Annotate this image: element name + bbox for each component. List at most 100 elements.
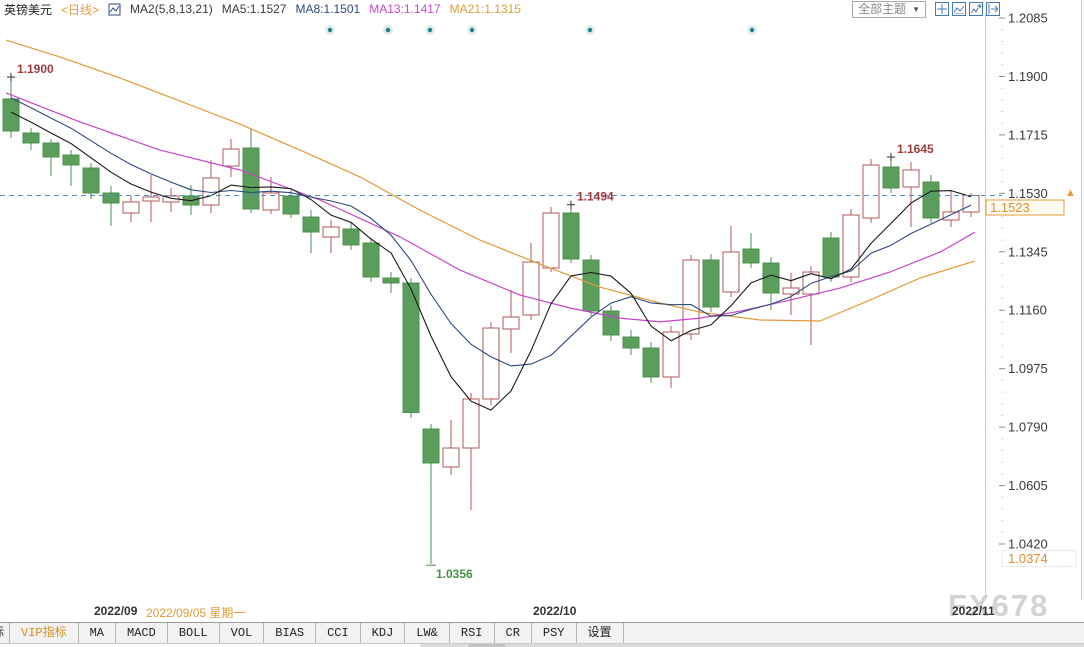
- tab-CR[interactable]: CR: [495, 623, 532, 643]
- export-panel-icon[interactable]: [986, 2, 1000, 16]
- candle-46[interactable]: [922, 181, 940, 219]
- svg-text:1.2085: 1.2085: [1008, 11, 1048, 26]
- gridlines: [0, 17, 985, 545]
- tab-VOL[interactable]: VOL: [220, 623, 265, 643]
- chart-toolbar: [935, 2, 1000, 16]
- candle-5[interactable]: [102, 192, 120, 204]
- tab-RSI[interactable]: RSI: [450, 623, 495, 643]
- candle-2[interactable]: [42, 142, 60, 158]
- candle-41[interactable]: [822, 237, 840, 278]
- crosshair-icon[interactable]: [935, 2, 949, 16]
- ma8-line: [10, 97, 972, 367]
- candle-16[interactable]: [322, 226, 340, 238]
- ma21-value: MA21:1.1315: [449, 2, 521, 16]
- tab-PSY[interactable]: PSY: [532, 623, 577, 643]
- candlestick-chart-svg[interactable]: 1.1900 1.1494 1.1645 1.0356 1.2085 1.1900 1.17…: [0, 0, 1084, 600]
- price-annotations: 1.1900 1.1494 1.1645 1.0356: [7, 62, 934, 581]
- tab-KDJ[interactable]: KDJ: [361, 623, 406, 643]
- svg-text:1.1523: 1.1523: [990, 200, 1030, 215]
- candle-35[interactable]: [702, 259, 720, 308]
- scroll-right-icon[interactable]: [969, 2, 983, 16]
- candle-45[interactable]: [902, 169, 920, 188]
- theme-dropdown[interactable]: 全部主题 ▼: [852, 0, 926, 18]
- candle-11[interactable]: [222, 148, 240, 167]
- candle-7[interactable]: [142, 196, 160, 202]
- candle-44[interactable]: [882, 166, 900, 189]
- tab-LW[interactable]: LW&: [405, 623, 450, 643]
- candle-37[interactable]: [742, 248, 760, 264]
- tab-MACD[interactable]: MACD: [116, 623, 168, 643]
- tab-MA[interactable]: MA: [79, 623, 117, 643]
- candle-0[interactable]: [2, 98, 20, 132]
- x-axis-label-selected-date: 2022/09/05 星期一: [146, 606, 246, 620]
- kline-panel-icon[interactable]: [952, 2, 966, 16]
- tab-BIAS[interactable]: BIAS: [264, 623, 317, 643]
- candle-21[interactable]: [422, 428, 440, 464]
- candle-28[interactable]: [562, 212, 580, 260]
- current-price-tag: 1.1523 ▲: [985, 187, 1076, 216]
- candle-14[interactable]: [282, 195, 300, 215]
- candle-32[interactable]: [642, 347, 660, 378]
- candle-3[interactable]: [62, 154, 80, 166]
- candle-15[interactable]: [302, 216, 320, 233]
- candle-12[interactable]: [242, 147, 260, 210]
- tab-BOLL[interactable]: BOLL: [168, 623, 220, 643]
- svg-text:1.1645: 1.1645: [897, 142, 934, 156]
- kline-legend-icon: [108, 3, 121, 16]
- candle-34[interactable]: [682, 259, 700, 335]
- tab-clipped[interactable]: 标: [0, 623, 10, 643]
- x-axis-label-month3: 2022/11: [952, 604, 995, 618]
- candle-20[interactable]: [402, 282, 420, 413]
- candle-19[interactable]: [382, 277, 400, 284]
- price-up-arrow-icon: ▲: [1065, 187, 1076, 199]
- candle-38[interactable]: [762, 262, 780, 294]
- tab-CCI[interactable]: CCI: [316, 623, 361, 643]
- tab-[interactable]: 设置: [577, 623, 624, 643]
- candle-13[interactable]: [262, 192, 280, 211]
- indicator-tabbar: 标 VIP指标MAMACDBOLLVOLBIASCCIKDJLW&RSICRPS…: [0, 622, 1084, 644]
- candle-27[interactable]: [542, 212, 560, 269]
- tab-VIP[interactable]: VIP指标: [10, 623, 79, 643]
- candle-43[interactable]: [862, 164, 880, 219]
- svg-text:1.0790: 1.0790: [1008, 420, 1048, 435]
- svg-text:1.1715: 1.1715: [1008, 127, 1048, 142]
- candle-33[interactable]: [662, 331, 680, 378]
- ma8-value: MA8:1.1501: [295, 2, 361, 16]
- x-axis-row: FX678 2022/09 2022/09/05 星期一 2022/10 202…: [0, 588, 1084, 623]
- candle-25[interactable]: [502, 316, 520, 330]
- svg-text:1.0374: 1.0374: [1008, 551, 1048, 566]
- taskbar-button-edge: [468, 644, 506, 647]
- ma21-line: [5, 39, 976, 322]
- candle-42[interactable]: [842, 214, 860, 278]
- symbol-name: 英镑美元: [4, 2, 53, 17]
- candle-24[interactable]: [482, 327, 500, 400]
- y-axis: 1.2085 1.1900 1.1715 1.1530 1.1345 1.1160 1.09…: [985, 0, 1082, 600]
- candle-6[interactable]: [122, 201, 140, 214]
- candle-36[interactable]: [722, 251, 740, 293]
- chevron-down-icon: ▼: [912, 4, 920, 14]
- candle-23[interactable]: [462, 398, 480, 449]
- candle-4[interactable]: [82, 167, 100, 194]
- candle-26[interactable]: [522, 261, 540, 316]
- candle-series: [2, 77, 980, 565]
- candlestick-chart[interactable]: 1.1900 1.1494 1.1645 1.0356 1.2085 1.1900 1.17…: [0, 0, 1084, 600]
- candle-31[interactable]: [622, 336, 640, 349]
- ma5-line: [10, 111, 972, 411]
- candle-17[interactable]: [342, 228, 360, 246]
- svg-text:1.1345: 1.1345: [1008, 244, 1048, 259]
- ma5-value: MA5:1.1527: [221, 2, 287, 16]
- candle-18[interactable]: [362, 242, 380, 278]
- candle-22[interactable]: [442, 447, 460, 468]
- period-label: <日线>: [61, 2, 100, 17]
- svg-text:1.1494: 1.1494: [577, 190, 614, 204]
- svg-text:1.0420: 1.0420: [1008, 537, 1048, 552]
- watermark: FX678: [948, 588, 1050, 623]
- svg-text:1.1160: 1.1160: [1008, 303, 1047, 318]
- svg-text:1.1900: 1.1900: [1008, 69, 1048, 84]
- svg-text:1.0356: 1.0356: [436, 567, 473, 581]
- ma13-line: [5, 92, 976, 323]
- candle-48[interactable]: [962, 195, 980, 213]
- candle-1[interactable]: [22, 132, 40, 144]
- candle-47[interactable]: [942, 211, 960, 221]
